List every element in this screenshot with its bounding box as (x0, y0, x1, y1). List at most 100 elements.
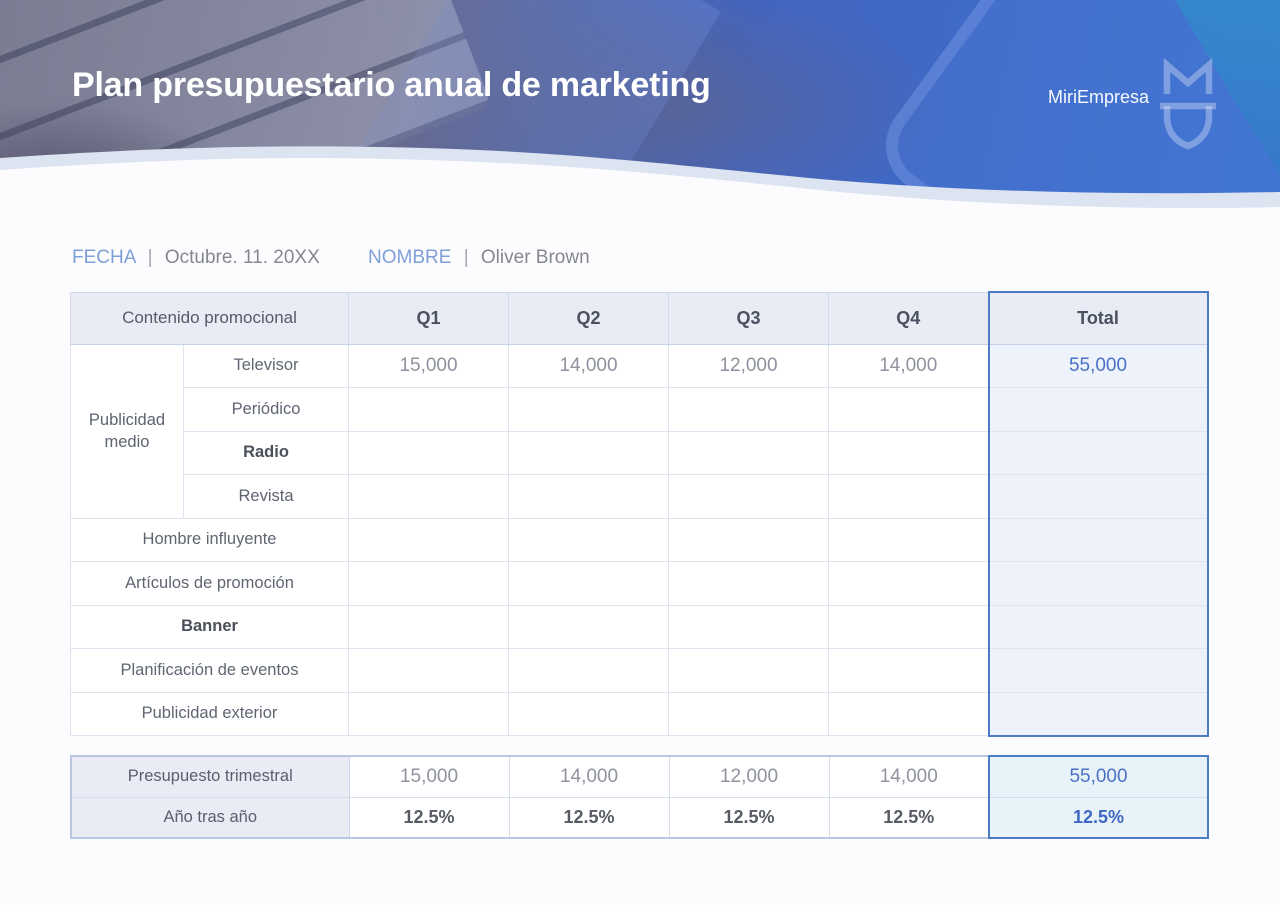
value-cell (508, 604, 669, 649)
value-cell (508, 474, 669, 519)
column-header-q3: Q3 (668, 291, 829, 345)
value-cell (508, 430, 669, 475)
value-cell (348, 561, 509, 606)
row-label: Planificación de eventos (70, 648, 349, 693)
summary-value-cell: 12.5% (348, 796, 510, 839)
value-cell (668, 691, 829, 736)
date-label: FECHA (72, 247, 136, 268)
column-header-q2: Q2 (508, 291, 669, 345)
row-label: Hombre influyente (70, 517, 349, 562)
total-cell (987, 691, 1209, 737)
total-cell (987, 474, 1209, 519)
value-cell (668, 648, 829, 693)
summary-row-label: Año tras año (70, 796, 350, 839)
budget-table-body: Publicidad medio Televisor 15,000 14,000 12,… (70, 343, 1209, 737)
value-cell: 14,000 (828, 343, 989, 388)
row-label: Banner (70, 604, 349, 649)
value-cell (828, 648, 989, 693)
table-row: Publicidad medio Televisor 15,000 14,000 12,… (70, 343, 1209, 519)
table-row: Periódico (71, 387, 1209, 432)
value-cell (828, 691, 989, 736)
value-cell: 12,000 (668, 343, 829, 388)
brand-lockup: MiriEmpresa (1048, 56, 1218, 151)
column-header-q1: Q1 (348, 291, 509, 345)
value-cell (348, 430, 509, 475)
row-group-label: Publicidad medio (70, 343, 184, 519)
value-cell (668, 474, 829, 519)
value-cell (508, 517, 669, 562)
total-cell: 55,000 (987, 343, 1209, 388)
summary-value-cell: 14,000 (828, 755, 990, 798)
row-label: Artículos de promoción (70, 561, 349, 606)
value-cell (668, 517, 829, 562)
value-cell (828, 517, 989, 562)
value-cell (508, 387, 669, 432)
name-label: NOMBRE (368, 247, 452, 268)
date-value: Octubre. 11. 20XX (164, 247, 320, 268)
value-cell (348, 691, 509, 736)
total-cell (987, 648, 1209, 693)
summary-value-cell: 12.5% (508, 796, 670, 839)
budget-table: Contenido promocional Q1 Q2 Q3 Q4 Total … (70, 291, 1209, 737)
table-header-row: Contenido promocional Q1 Q2 Q3 Q4 Total (70, 291, 1209, 345)
total-cell (987, 430, 1209, 475)
page-title: Plan presupuestario anual de marketing (72, 66, 711, 104)
column-header-q4: Q4 (828, 291, 989, 345)
summary-value-cell: 15,000 (348, 755, 510, 798)
value-cell (828, 474, 989, 519)
summary-row-label: Presupuesto trimestral (70, 755, 350, 798)
summary-value-cell: 12.5% (668, 796, 830, 839)
summary-row: Presupuesto trimestral 15,000 14,000 12,000… (70, 755, 1209, 798)
value-cell (668, 430, 829, 475)
summary-value-cell: 14,000 (508, 755, 670, 798)
summary-row: Año tras año 12.5% 12.5% 12.5% 12.5% 12.5% (70, 796, 1209, 839)
value-cell (508, 561, 669, 606)
summary-value-cell: 12,000 (668, 755, 830, 798)
row-label: Televisor (183, 343, 349, 388)
value-cell (668, 604, 829, 649)
name-separator: | (463, 247, 469, 268)
header-banner: Plan presupuestario anual de marketing M… (0, 0, 1280, 218)
value-cell (508, 691, 669, 736)
summary-table-body: Presupuesto trimestral 15,000 14,000 12,000… (70, 755, 1209, 839)
summary-value-cell: 12.5% (828, 796, 990, 839)
name-value: Oliver Brown (480, 247, 590, 268)
row-label: Revista (183, 474, 349, 519)
value-cell (348, 604, 509, 649)
brand-name: MiriEmpresa (1048, 87, 1150, 107)
value-cell (348, 517, 509, 562)
date-separator: | (147, 247, 153, 268)
name-field: NOMBRE | Oliver Brown (368, 247, 590, 269)
summary-table: Presupuesto trimestral 15,000 14,000 12,000… (70, 755, 1209, 839)
table-row: Publicidad exterior (70, 691, 1209, 737)
summary-total-cell: 55,000 (988, 755, 1209, 798)
total-cell (987, 604, 1209, 649)
value-cell: 14,000 (508, 343, 669, 388)
total-cell (987, 561, 1209, 606)
value-cell (348, 648, 509, 693)
table-row: Artículos de promoción (70, 561, 1209, 606)
value-cell: 15,000 (348, 343, 509, 388)
value-cell (668, 387, 829, 432)
total-cell (987, 387, 1209, 432)
value-cell (828, 430, 989, 475)
date-field: FECHA | Octubre. 11. 20XX (72, 247, 320, 269)
value-cell (348, 387, 509, 432)
table-row: Radio (71, 430, 1209, 475)
table-row: Banner (70, 604, 1209, 649)
value-cell (348, 474, 509, 519)
value-cell (828, 387, 989, 432)
row-label: Periódico (183, 387, 349, 432)
column-header-total: Total (987, 291, 1209, 345)
wave-divider (0, 146, 1280, 218)
row-label: Publicidad exterior (70, 691, 349, 736)
value-cell (508, 648, 669, 693)
value-cell (828, 604, 989, 649)
table-row: Revista (71, 474, 1209, 519)
table-row: Hombre influyente (70, 517, 1209, 562)
row-label: Radio (183, 430, 349, 475)
table-row: Planificación de eventos (70, 648, 1209, 693)
summary-total-cell: 12.5% (988, 796, 1209, 839)
total-cell (987, 517, 1209, 562)
value-cell (828, 561, 989, 606)
